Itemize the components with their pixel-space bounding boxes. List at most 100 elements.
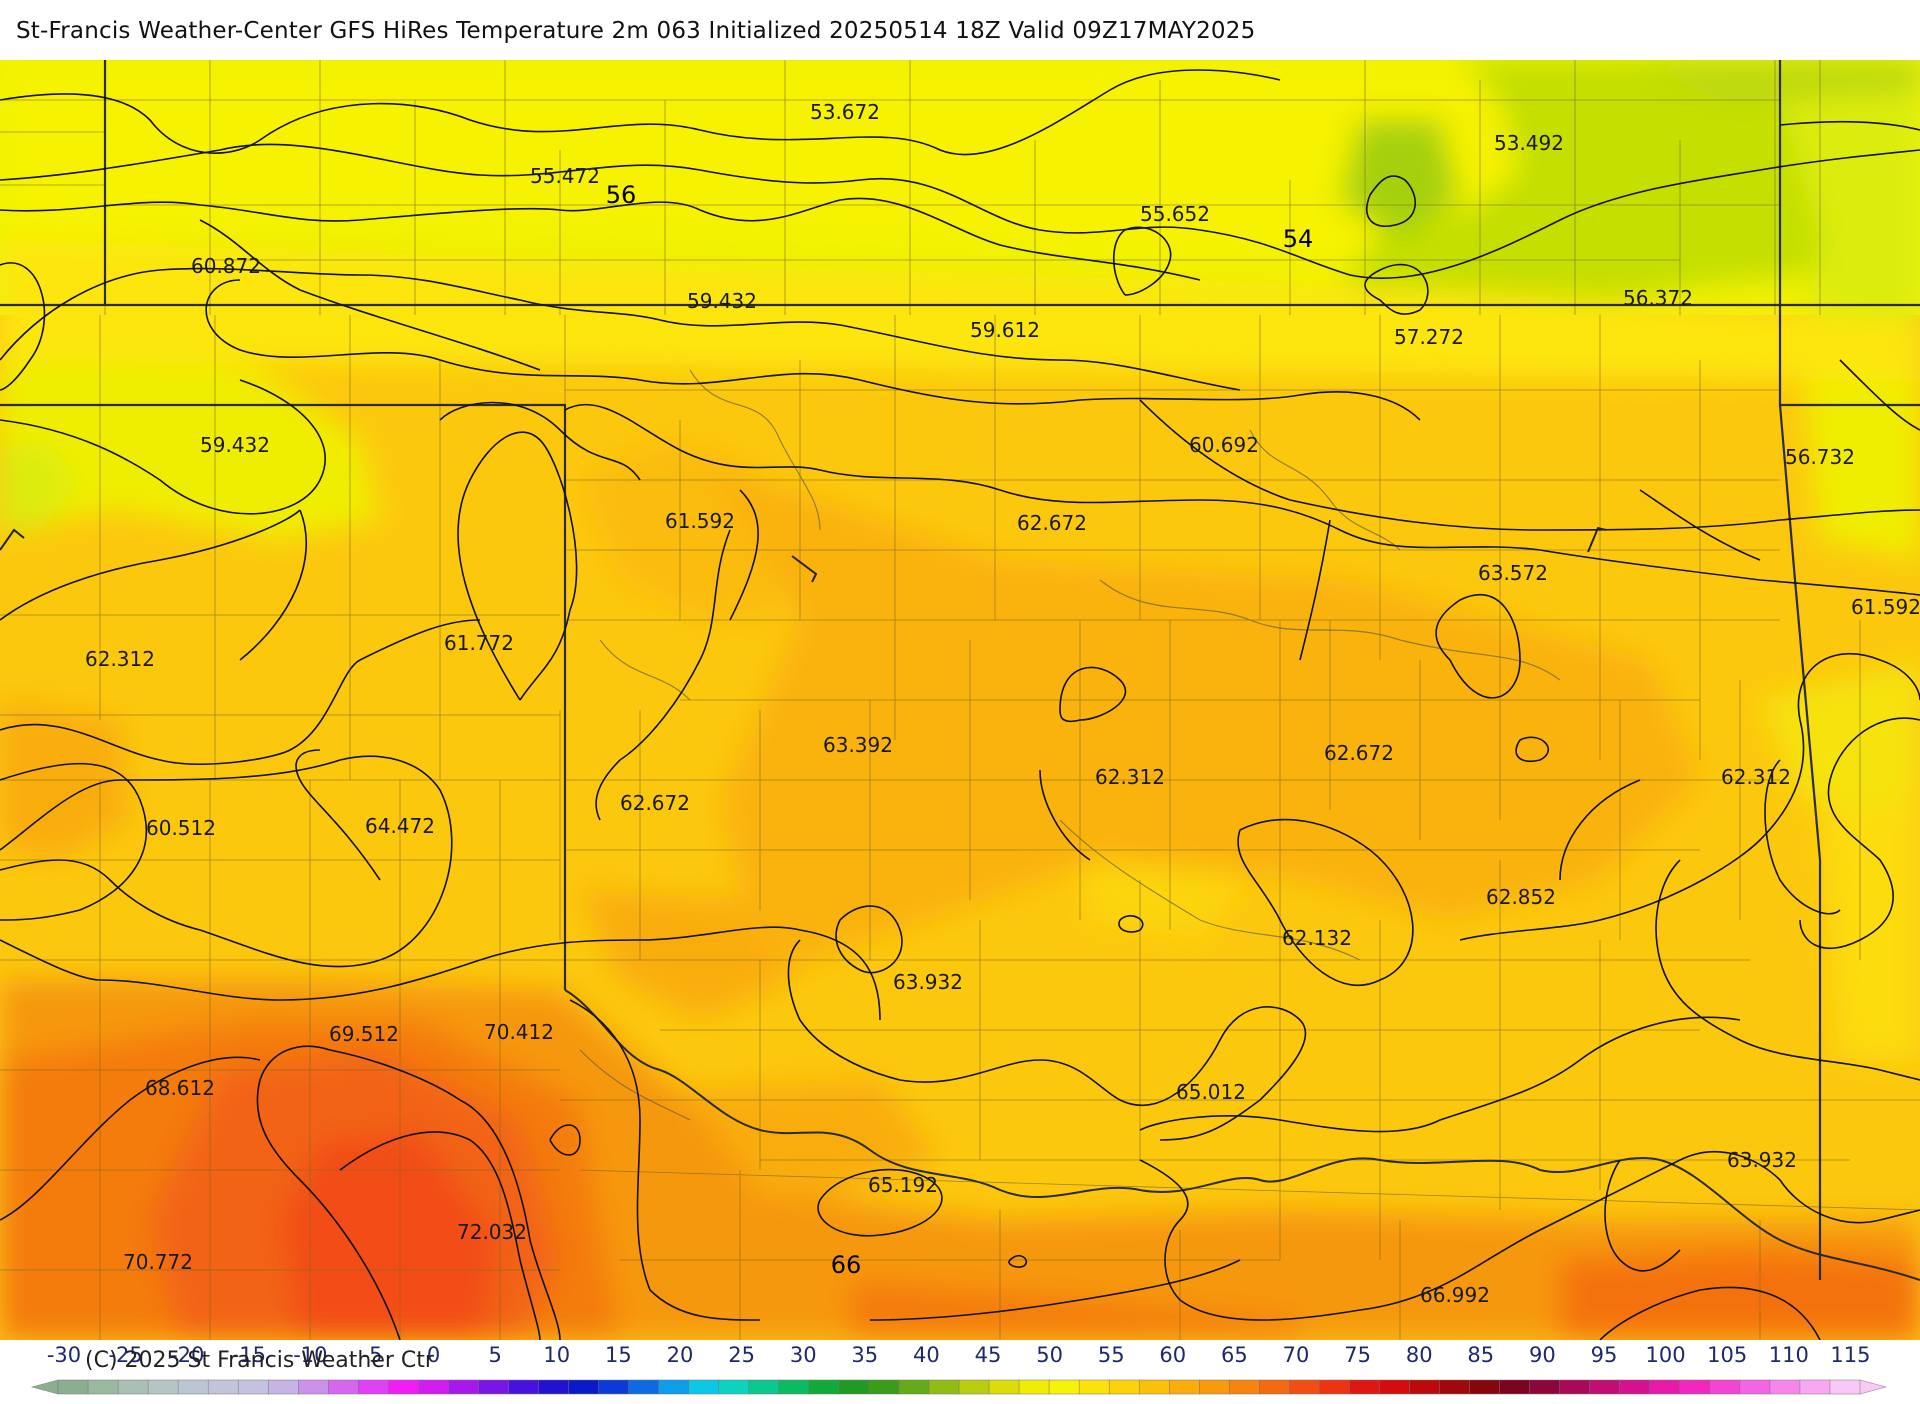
colorbar-swatch: [1289, 1379, 1321, 1395]
temperature-value-label: 63.932: [1727, 1148, 1797, 1172]
colorbar-tick-label: -10: [293, 1343, 327, 1367]
colorbar-swatch: [1709, 1379, 1741, 1395]
colorbar-swatch: [778, 1379, 810, 1395]
colorbar-swatch: [568, 1379, 600, 1395]
temperature-value-label: 59.432: [687, 289, 757, 313]
colorbar-swatch: [1619, 1379, 1651, 1395]
colorbar-swatch: [688, 1379, 720, 1395]
chart-title: St-Francis Weather-Center GFS HiRes Temp…: [16, 18, 1256, 44]
colorbar-swatch: [358, 1379, 390, 1395]
temperature-value-label: 62.312: [85, 647, 155, 671]
state-boundaries: [0, 60, 1920, 1281]
colorbar-tick-label: -30: [47, 1343, 81, 1367]
temperature-value-label: 59.432: [200, 433, 270, 457]
colorbar-swatch: [87, 1379, 119, 1395]
isotherm-contour-label: 54: [1283, 225, 1314, 253]
colorbar-tick-label: 50: [1036, 1343, 1063, 1367]
colorbar-swatch: [598, 1379, 630, 1395]
temperature-value-label: 68.612: [145, 1076, 215, 1100]
colorbar-swatch: [298, 1379, 330, 1395]
colorbar-swatch: [267, 1379, 300, 1395]
colorbar-swatch: [177, 1379, 209, 1395]
temperature-value-label: 61.772: [444, 631, 514, 655]
colorbar-swatch: [928, 1379, 960, 1395]
colorbar-swatch: [147, 1379, 179, 1395]
colorbar-swatch: [1499, 1379, 1531, 1395]
colorbar-swatch: [538, 1379, 570, 1395]
colorbar-swatch: [1199, 1379, 1231, 1395]
contour-labels: 56 54 66: [606, 181, 1314, 1279]
temperature-value-label: 60.692: [1189, 433, 1259, 457]
temperature-value-label: 53.672: [810, 100, 880, 124]
temperature-value-label: 70.412: [484, 1020, 554, 1044]
colorbar-swatch: [628, 1379, 660, 1395]
temperature-fill-field: [0, 60, 1920, 1340]
colorbar-swatch: [1559, 1379, 1591, 1395]
colorbar-swatch: [1319, 1379, 1351, 1395]
temperature-value-label: 62.672: [620, 791, 690, 815]
colorbar-tick-label: 105: [1707, 1343, 1747, 1367]
temperature-value-label: 62.312: [1095, 765, 1165, 789]
colorbar-tick-label: 110: [1769, 1343, 1809, 1367]
colorbar-tick-label: 35: [851, 1343, 878, 1367]
temperature-map: 53.672 53.492 55.472 55.652 60.872 59.432 59.6…: [0, 60, 1920, 1340]
colorbar-swatch: [1739, 1379, 1771, 1395]
colorbar-tick-label: 100: [1646, 1343, 1686, 1367]
temperature-value-label: 63.572: [1478, 561, 1548, 585]
colorbar-swatch: [1769, 1379, 1801, 1395]
temperature-value-label: 61.592: [1851, 595, 1920, 619]
temperature-value-label: 56.732: [1785, 445, 1855, 469]
colorbar-tick-label: 90: [1529, 1343, 1556, 1367]
temperature-value-label: 62.132: [1282, 926, 1352, 950]
value-labels: 53.672 53.492 55.472 55.652 60.872 59.432 59.6…: [85, 100, 1920, 1307]
colorbar-tick-label: 65: [1221, 1343, 1248, 1367]
wind-barbs: [0, 526, 1607, 583]
county-boundaries: [0, 60, 1920, 1340]
colorbar-swatch: [418, 1379, 450, 1395]
colorbar-tick-label: 5: [489, 1343, 502, 1367]
temperature-value-label: 62.672: [1324, 741, 1394, 765]
colorbar-swatch: [1409, 1379, 1441, 1395]
temperature-value-label: 60.512: [146, 816, 216, 840]
colorbar-swatch: [1048, 1379, 1080, 1395]
colorbar-tick-label: 20: [667, 1343, 694, 1367]
colorbar-tick-labels: -30 -25 -20 -15 -10 -5 0 5 10 15 20 25 30 35 40 45 50 55 6…: [47, 1343, 1871, 1367]
colorbar-max-arrow: [1859, 1379, 1888, 1395]
isotherm-contours: [0, 69, 1920, 1340]
temperature-value-label: 55.472: [530, 164, 600, 188]
colorbar-tick-label: 75: [1344, 1343, 1371, 1367]
colorbar-swatch: [1379, 1379, 1411, 1395]
colorbar-swatch: [898, 1379, 930, 1395]
temperature-value-label: 53.492: [1494, 131, 1564, 155]
colorbar-swatch: [1259, 1379, 1291, 1395]
river-lines: [579, 369, 1561, 1121]
colorbar-tick-label: 25: [728, 1343, 755, 1367]
colorbar-tick-label: 85: [1467, 1343, 1494, 1367]
colorbar-swatch: [748, 1379, 780, 1395]
colorbar-swatch: [868, 1379, 900, 1395]
colorbar-swatch: [1529, 1379, 1561, 1395]
colorbar-swatch: [658, 1379, 690, 1395]
temperature-value-label: 62.312: [1721, 765, 1791, 789]
temperature-value-label: 66.992: [1420, 1283, 1490, 1307]
temperature-value-label: 61.592: [665, 509, 735, 533]
colorbar-swatch: [1649, 1379, 1681, 1395]
colorbar-swatch: [1439, 1379, 1471, 1395]
colorbar-swatch: [988, 1379, 1020, 1395]
colorbar-swatch: [958, 1379, 990, 1395]
temperature-colorbar: -30 -25 -20 -15 -10 -5 0 5 10 15 20 25 30 35 40 45 50 55 6…: [0, 1340, 1920, 1400]
colorbar-swatch: [1229, 1379, 1261, 1395]
colorbar-tick-label: 60: [1159, 1343, 1186, 1367]
colorbar-tick-label: -5: [362, 1343, 383, 1367]
colorbar-tick-label: 95: [1591, 1343, 1618, 1367]
colorbar-tick-label: 45: [975, 1343, 1002, 1367]
colorbar-swatch: [478, 1379, 510, 1395]
temperature-value-label: 62.852: [1486, 885, 1556, 909]
temperature-value-label: 56.372: [1623, 286, 1693, 310]
temperature-value-label: 63.932: [893, 970, 963, 994]
temperature-value-label: 69.512: [329, 1022, 399, 1046]
colorbar-swatch: [1108, 1379, 1140, 1395]
colorbar-swatch: [1018, 1379, 1050, 1395]
temperature-value-label: 63.392: [823, 733, 893, 757]
temperature-value-label: 60.872: [191, 254, 261, 278]
